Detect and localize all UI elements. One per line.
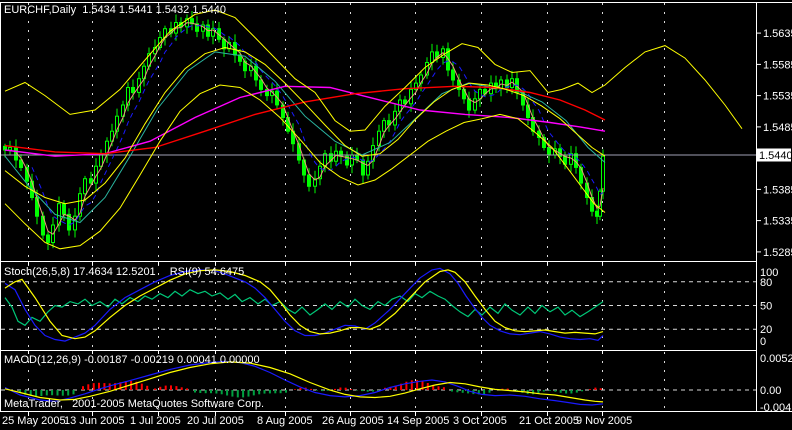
x-axis-label: 3 Oct 2005 bbox=[453, 415, 507, 427]
x-axis-label: 14 Sep 2005 bbox=[387, 415, 450, 427]
macd-pane[interactable] bbox=[4, 360, 604, 406]
stoch-label: Stoch(26,5,8) 17.4634 12.5201 bbox=[4, 266, 156, 278]
svg-text:1.5585: 1.5585 bbox=[763, 59, 792, 71]
x-axis-label: 1 Jul 2005 bbox=[130, 415, 181, 427]
x-axis-label: 25 May 2005 bbox=[2, 415, 66, 427]
chart-title: EURCHF,Daily 1.5434 1.5441 1.5432 1.5440 bbox=[4, 4, 226, 16]
svg-text:20: 20 bbox=[760, 324, 772, 336]
svg-text:1.5335: 1.5335 bbox=[763, 216, 792, 228]
copyright-label: MetaTrader, 2001-2005 MetaQuotes Softwar… bbox=[4, 398, 265, 410]
svg-text:1.5285: 1.5285 bbox=[763, 247, 792, 259]
x-axis-label: 13 Jun 2005 bbox=[64, 415, 125, 427]
svg-text:1.5535: 1.5535 bbox=[763, 91, 792, 103]
svg-text:50: 50 bbox=[760, 301, 772, 313]
x-axis-label: 9 Nov 2005 bbox=[576, 415, 633, 427]
rsi-label: RSI(9) 54.6475 bbox=[169, 266, 245, 278]
grid-lines bbox=[1, 3, 756, 410]
svg-text:100: 100 bbox=[760, 267, 778, 279]
svg-text:0.00528: 0.00528 bbox=[760, 353, 792, 365]
x-axis-label: 20 Jul 2005 bbox=[187, 415, 244, 427]
price-scale[interactable]: 1.5635 1.5585 1.5535 1.5485 1.5385 1.5335 1.52… bbox=[756, 28, 792, 414]
pane-borders bbox=[0, 2, 792, 416]
stoch-indicator-label: Stoch(26,5,8) 17.4634 12.5201 RSI(9) 54.6… bbox=[4, 266, 244, 278]
macd-indicator-label: MAOD(12,26,9) -0.00187 -0.00219 0.00041 … bbox=[4, 354, 260, 366]
svg-text:0: 0 bbox=[760, 336, 766, 348]
x-axis-label: 26 Aug 2005 bbox=[322, 415, 384, 427]
x-axis-label: 8 Aug 2005 bbox=[257, 415, 313, 427]
time-scale[interactable]: 25 May 2005 13 Jun 2005 1 Jul 2005 20 Jul 2… bbox=[0, 413, 792, 430]
svg-text:0.00: 0.00 bbox=[760, 385, 781, 397]
stochastic-rsi-pane[interactable] bbox=[4, 267, 604, 342]
main-price-pane[interactable] bbox=[0, 9, 756, 250]
svg-text:1.5440: 1.5440 bbox=[759, 150, 792, 162]
svg-text:80: 80 bbox=[760, 277, 772, 289]
svg-text:1.5485: 1.5485 bbox=[763, 122, 792, 134]
svg-text:1.5635: 1.5635 bbox=[763, 28, 792, 40]
x-axis-label: 21 Oct 2005 bbox=[519, 415, 579, 427]
svg-text:1.5385: 1.5385 bbox=[763, 184, 792, 196]
